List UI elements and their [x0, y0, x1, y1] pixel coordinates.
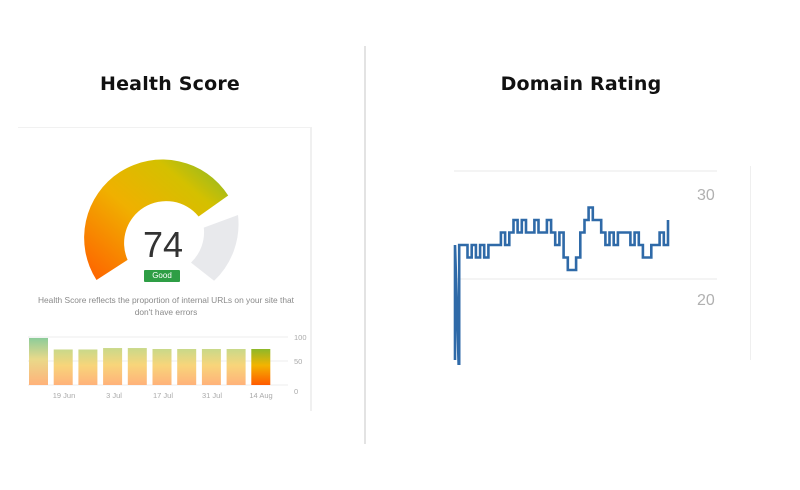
x-tick-label: 3 Jul — [106, 391, 122, 400]
bar — [78, 349, 98, 385]
x-tick-label: 19 Jun — [53, 391, 76, 400]
bar — [29, 337, 48, 385]
gauge-fill — [84, 159, 229, 280]
y-tick-label: 0 — [294, 387, 298, 396]
x-tick-label: 17 Jul — [153, 391, 173, 400]
domain-rating-title: Domain Rating — [500, 73, 662, 95]
bar — [53, 349, 73, 385]
health-score-bar-chart: 19 Jun 3 Jul 17 Jul 31 Jul 14 Aug 0 50 100 — [28, 333, 307, 400]
gauge-track — [191, 215, 239, 281]
y-tick-label: 20 — [697, 292, 715, 309]
section-divider — [364, 46, 366, 444]
health-score-title: Health Score — [99, 73, 240, 95]
y-tick-label: 30 — [697, 187, 715, 204]
bar — [103, 348, 123, 385]
domain-rating-line — [453, 206, 670, 365]
x-tick-label: 31 Jul — [202, 391, 222, 400]
x-tick-label: 14 Aug — [249, 391, 272, 400]
health-score-card: 74 Good Health Score reflects the propor… — [18, 127, 312, 411]
status-badge: Good — [144, 270, 180, 282]
bar — [226, 349, 246, 385]
bar — [201, 349, 221, 385]
bar — [177, 349, 197, 385]
health-score-gauge — [84, 159, 239, 281]
bar — [251, 349, 271, 385]
health-score-value: 74 — [142, 224, 184, 265]
y-tick-label: 50 — [294, 357, 302, 366]
y-tick-label: 100 — [294, 333, 307, 342]
health-score-description: Health Score reflects the proportion of … — [37, 295, 295, 317]
chart-border — [750, 166, 751, 360]
bar — [152, 349, 172, 385]
bar — [127, 348, 147, 385]
